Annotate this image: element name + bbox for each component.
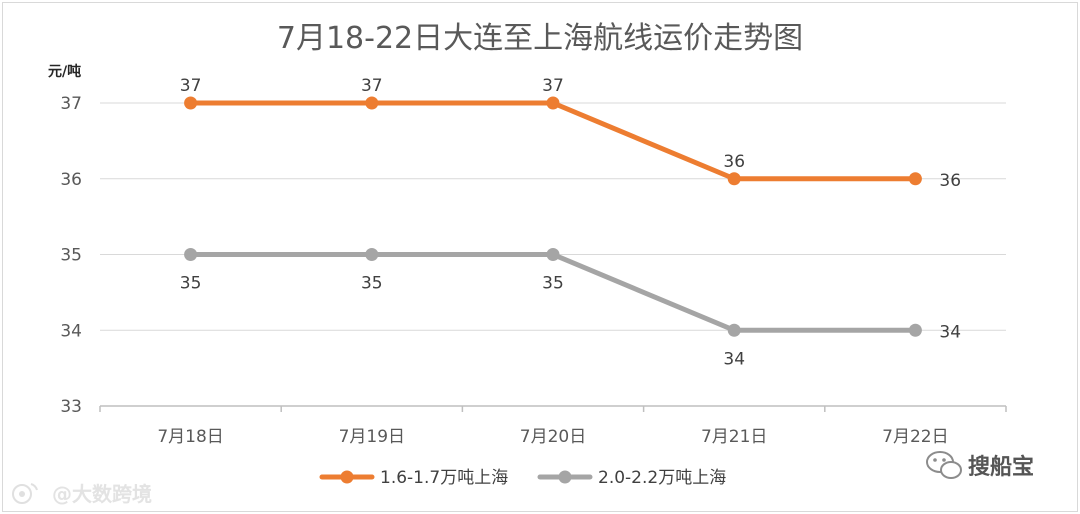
y-tick-label: 35 (60, 246, 82, 266)
watermark-right-text: 搜船宝 (968, 454, 1034, 480)
series-line-1 (188, 100, 918, 182)
data-labels: 37 37 37 36 36 35 35 35 34 34 (180, 76, 961, 369)
y-tick-label: 33 (60, 397, 82, 417)
data-point (727, 172, 741, 186)
data-label: 34 (723, 349, 745, 369)
wechat-icon (926, 451, 962, 479)
legend-label-2: 2.0-2.2万吨上海 (598, 468, 726, 488)
y-axis-unit-label: 元/吨 (48, 63, 81, 80)
data-label: 36 (723, 152, 745, 172)
watermark-right: 搜船宝 (926, 451, 1034, 480)
x-tick-label: 7月21日 (701, 427, 767, 447)
legend-marker-1 (340, 470, 354, 484)
chart-title: 7月18-22日大连至上海航线运价走势图 (277, 21, 803, 56)
gridlines (100, 102, 1006, 331)
legend-marker-2 (558, 470, 572, 484)
data-label: 35 (180, 274, 202, 294)
watermark-left: @大数跨境 (12, 482, 152, 506)
data-point (908, 323, 922, 337)
weibo-icon (12, 483, 38, 504)
x-tick-label: 7月18日 (157, 427, 223, 447)
data-label: 37 (542, 76, 564, 96)
x-tick-label: 7月20日 (520, 427, 586, 447)
watermark-left-text: @大数跨境 (52, 482, 152, 506)
data-point (727, 323, 741, 337)
data-point (546, 96, 560, 110)
axes: 33 34 35 36 37 7月18日 7月19日 7月20日 7月21日 7月22日 (60, 94, 1007, 447)
x-tick-label: 7月19日 (339, 427, 405, 447)
data-label: 35 (361, 274, 383, 294)
y-tick-label: 36 (60, 170, 82, 190)
data-point (546, 248, 560, 261)
data-point (908, 172, 922, 186)
x-tick-label: 7月22日 (882, 427, 948, 447)
data-label: 36 (939, 171, 961, 191)
y-tick-label: 34 (60, 321, 82, 341)
data-point (184, 248, 198, 261)
data-point (365, 96, 379, 110)
data-point (184, 96, 198, 110)
data-label: 35 (542, 274, 564, 294)
data-point (365, 248, 379, 261)
data-label: 37 (361, 76, 383, 96)
y-tick-label: 37 (60, 94, 82, 114)
data-label: 34 (939, 322, 961, 342)
series-lines (184, 96, 922, 337)
legend: 1.6-1.7万吨上海 2.0-2.2万吨上海 (319, 468, 726, 488)
legend-label-1: 1.6-1.7万吨上海 (380, 468, 508, 488)
data-label: 37 (180, 76, 202, 96)
